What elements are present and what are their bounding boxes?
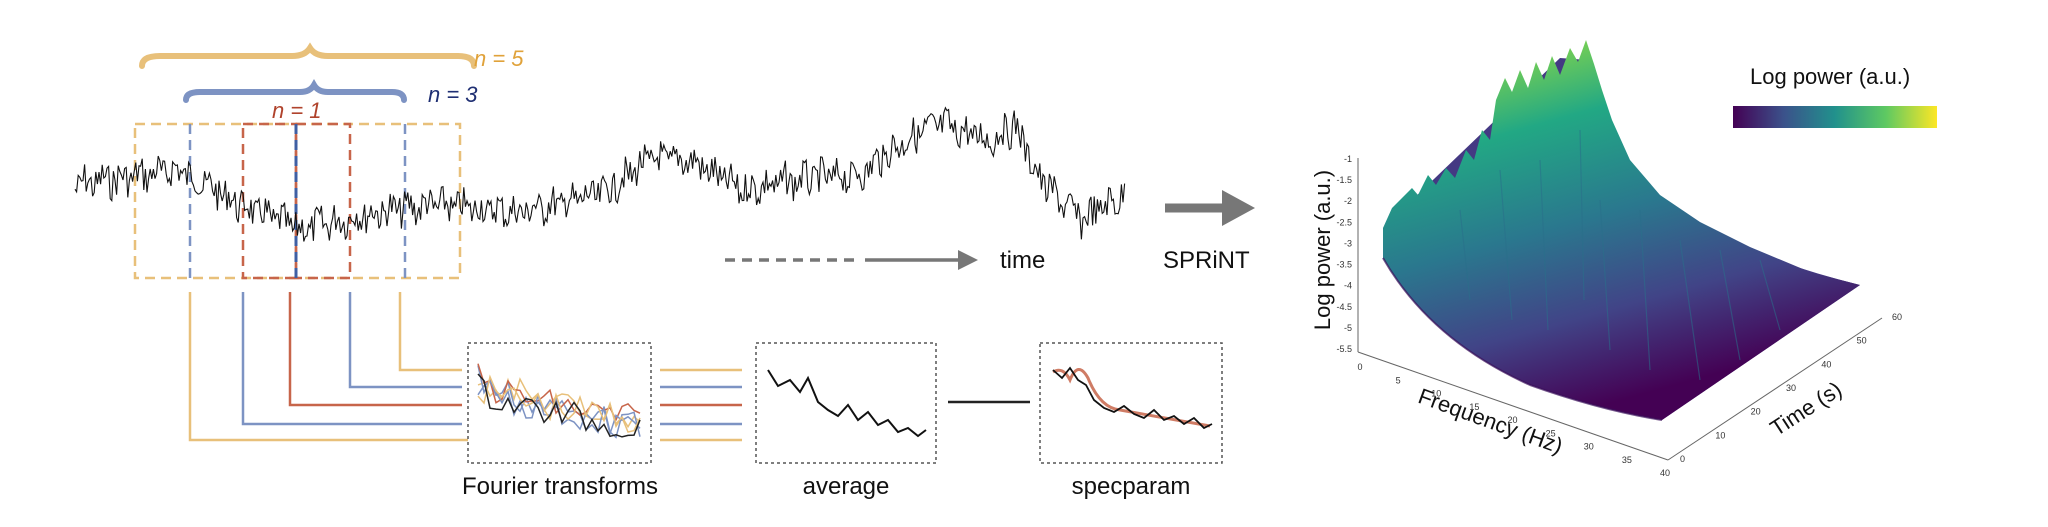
- axis-tick-label: 40: [1660, 468, 1670, 478]
- sprint-arrow-head: [1222, 190, 1255, 226]
- average-label: average: [803, 473, 890, 500]
- axis-tick-label: -1.5: [1336, 175, 1352, 185]
- fourier-trace: [477, 374, 641, 433]
- axis-tick-label: -5.5: [1336, 344, 1352, 354]
- fourier-spectra: [477, 363, 641, 439]
- spectrogram-3d: -1 -1.5 -2 -2.5 -3 -3.5 -4 -4.5 -5 -5.5 0 5 10 15 20 2…: [1310, 40, 1937, 478]
- axis-tick-label: 20: [1507, 415, 1517, 425]
- axis-tick-label: 20: [1751, 407, 1761, 417]
- label-n1: n = 1: [272, 98, 322, 123]
- axis-tick-label: 40: [1821, 359, 1831, 369]
- axis-tick-label: 0: [1357, 362, 1362, 372]
- connectors: [188, 292, 1030, 442]
- specparam-label: specparam: [1072, 473, 1191, 500]
- axis-tick-label: 30: [1584, 442, 1594, 452]
- axis-tick-label: 5: [1396, 375, 1401, 385]
- x-axis-label: Frequency (Hz): [1415, 383, 1566, 458]
- average-box: [755, 342, 937, 464]
- brace-n5: [139, 42, 477, 69]
- label-n3: n = 3: [428, 82, 478, 107]
- axis-tick-label: 60: [1892, 312, 1902, 322]
- axis-tick-label: 10: [1715, 430, 1725, 440]
- axis-tick-label: -2.5: [1336, 217, 1352, 227]
- specparam-box: [1039, 342, 1223, 464]
- y-axis-label: Time (s): [1766, 376, 1847, 440]
- axis-tick-label: -5: [1344, 323, 1352, 333]
- y-axis: [1667, 317, 1883, 461]
- time-series: [74, 106, 1126, 242]
- specparam-fit: [1052, 368, 1211, 428]
- axis-tick-label: -4: [1344, 281, 1352, 291]
- colorbar-title: Log power (a.u.): [1750, 64, 1910, 89]
- axis-tick-label: 25: [1546, 428, 1556, 438]
- surface-main: [1383, 40, 1860, 420]
- time-label: time: [1000, 247, 1045, 274]
- average-spectrum: [767, 369, 927, 438]
- axis-tick-label: -2: [1344, 196, 1352, 206]
- surface-ridges: [1459, 129, 1781, 381]
- brace-n3: [183, 78, 407, 103]
- colorbar: [1733, 106, 1937, 128]
- specparam-spectrum: [1052, 366, 1213, 430]
- x-axis: [1357, 351, 1669, 461]
- axis-tick-label: -4.5: [1336, 302, 1352, 312]
- axis-tick-label: 35: [1622, 455, 1632, 465]
- fourier-box: [467, 342, 652, 464]
- axis-tick-label: 15: [1469, 402, 1479, 412]
- window-n1b: [294, 122, 352, 280]
- axis-tick-label: -1: [1344, 154, 1352, 164]
- axis-tick-label: -3: [1344, 238, 1352, 248]
- time-arrow-head: [958, 250, 978, 270]
- axis-tick-label: 0: [1680, 454, 1685, 464]
- fourier-trace: [477, 373, 641, 438]
- axis-tick-label: -3.5: [1336, 260, 1352, 270]
- label-n5: n = 5: [474, 46, 524, 71]
- fourier-label: Fourier transforms: [462, 473, 658, 500]
- axis-tick-label: 30: [1786, 383, 1796, 393]
- sprint-label: SPRiNT: [1163, 247, 1250, 274]
- axis-tick-label: 50: [1857, 336, 1867, 346]
- axis-tick-label: 10: [1431, 389, 1441, 399]
- surface-front-edge: [1382, 257, 1663, 421]
- z-axis-label: Log power (a.u.): [1310, 170, 1335, 330]
